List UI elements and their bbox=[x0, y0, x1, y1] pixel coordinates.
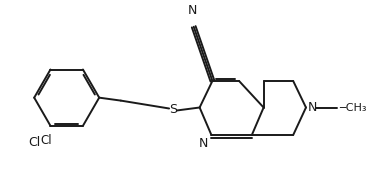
Text: ─CH₃: ─CH₃ bbox=[340, 102, 367, 112]
Text: S: S bbox=[169, 103, 177, 116]
Text: N: N bbox=[308, 101, 317, 114]
Text: Cl: Cl bbox=[41, 134, 52, 147]
Text: N: N bbox=[199, 137, 208, 150]
Text: N: N bbox=[188, 4, 197, 17]
Text: Cl: Cl bbox=[28, 136, 41, 149]
